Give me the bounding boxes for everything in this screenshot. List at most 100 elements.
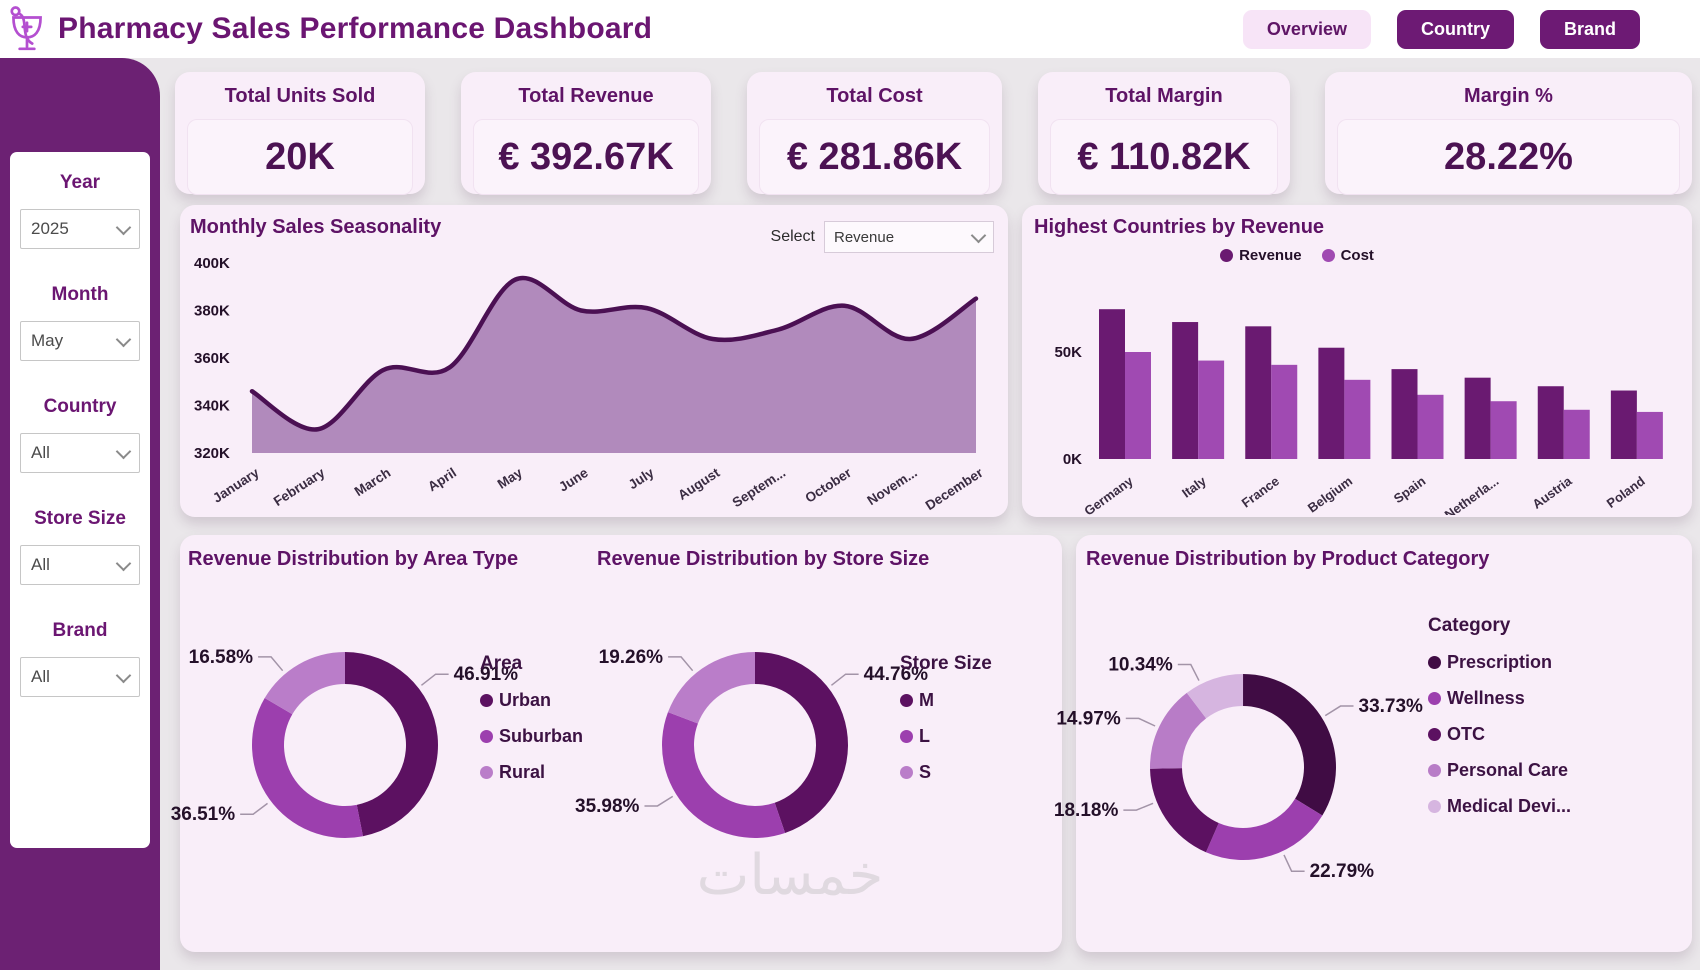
legend-dot bbox=[1428, 764, 1441, 777]
bar-cost-Poland[interactable] bbox=[1636, 411, 1663, 459]
donut-slice-medical-devi-[interactable] bbox=[1186, 674, 1244, 719]
legend-dot bbox=[900, 766, 913, 779]
y-axis-label: 320K bbox=[194, 445, 230, 462]
store-size-donut-chart[interactable]: 44.76% 35.98% 19.26% bbox=[565, 565, 945, 925]
year-value: 2025 bbox=[31, 219, 69, 238]
y-axis-label: 360K bbox=[194, 350, 230, 367]
legend-label: Prescription bbox=[1447, 652, 1553, 672]
donut-slice-urban[interactable] bbox=[345, 652, 438, 837]
x-axis-label: April bbox=[425, 465, 459, 494]
store-size-value: All bbox=[31, 555, 50, 574]
legend-label: Revenue bbox=[1239, 247, 1302, 264]
label-leader-line bbox=[1324, 705, 1354, 717]
brand-value: All bbox=[31, 667, 50, 686]
bar-cost-Belgium[interactable] bbox=[1344, 379, 1371, 459]
label-leader-line bbox=[240, 802, 268, 815]
bar-cost-Austria[interactable] bbox=[1563, 409, 1590, 459]
legend-label: S bbox=[919, 762, 932, 782]
legend-dot bbox=[1428, 800, 1441, 813]
store-size-select[interactable]: All bbox=[20, 545, 140, 585]
donut-percent-label: 18.18% bbox=[1054, 800, 1119, 821]
chevron-down-icon bbox=[115, 331, 132, 347]
brand-select[interactable]: All bbox=[20, 657, 140, 697]
donut-slice-prescription[interactable] bbox=[1243, 674, 1336, 816]
donut-slice-wellness[interactable] bbox=[1205, 798, 1323, 860]
x-axis-label: December bbox=[923, 465, 987, 511]
x-axis-label: June bbox=[556, 465, 591, 495]
donut-slice-m[interactable] bbox=[755, 652, 848, 834]
donut-slice-otc[interactable] bbox=[1150, 768, 1219, 853]
bar-cost-Italy[interactable] bbox=[1198, 360, 1225, 459]
kpi-value: € 392.67K bbox=[498, 135, 674, 178]
kpi-label: Margin % bbox=[1464, 85, 1553, 107]
x-axis-label: France bbox=[1239, 473, 1282, 510]
donut-slice-personal-care[interactable] bbox=[1150, 692, 1207, 769]
filter-label: Country bbox=[43, 396, 117, 417]
area-fill bbox=[252, 278, 976, 453]
bar-cost-Germany[interactable] bbox=[1125, 352, 1151, 459]
filter-brand: Brand All bbox=[20, 620, 140, 697]
area-type-donut-chart[interactable]: 46.91% 36.51% 16.58% bbox=[155, 565, 535, 925]
x-axis-label: Novem... bbox=[864, 465, 919, 508]
bar-revenue-Poland[interactable] bbox=[1610, 390, 1637, 459]
area-line[interactable] bbox=[249, 275, 979, 432]
x-axis-label: May bbox=[495, 465, 526, 492]
tab-country[interactable]: Country bbox=[1396, 9, 1514, 49]
chart-title: Revenue Distribution by Product Category bbox=[1086, 548, 1490, 570]
measure-select-wrap: Select Revenue bbox=[771, 221, 994, 253]
chevron-down-icon bbox=[115, 555, 132, 571]
chevron-down-icon bbox=[970, 227, 987, 243]
bar-revenue-Italy[interactable] bbox=[1172, 322, 1199, 459]
bar-cost-Netherla...[interactable] bbox=[1490, 401, 1517, 459]
x-axis-label: July bbox=[626, 465, 657, 493]
bar-revenue-Belgium[interactable] bbox=[1318, 347, 1345, 459]
donut-area-type: Revenue Distribution by Area Type 46.91%… bbox=[171, 535, 590, 952]
donut-percent-label: 16.58% bbox=[189, 647, 254, 668]
year-select[interactable]: 2025 bbox=[20, 209, 140, 249]
bar-cost-France[interactable] bbox=[1271, 364, 1298, 459]
bar-revenue-Austria[interactable] bbox=[1537, 386, 1564, 459]
legend-label: L bbox=[919, 726, 930, 746]
pharmacy-icon bbox=[10, 6, 42, 51]
country-value: All bbox=[31, 443, 50, 462]
label-leader-line bbox=[1125, 717, 1156, 727]
x-axis-label: Belgium bbox=[1305, 473, 1355, 515]
donut-percent-label: 19.26% bbox=[599, 647, 664, 668]
filter-country: Country All bbox=[20, 396, 140, 473]
x-axis-label: Germany bbox=[1081, 473, 1136, 515]
tab-brand[interactable]: Brand bbox=[1539, 9, 1640, 49]
brand: Pharmacy Sales Performance Dashboard bbox=[0, 5, 652, 53]
month-select[interactable]: May bbox=[20, 321, 140, 361]
measure-select[interactable]: Revenue bbox=[824, 221, 994, 253]
country-select[interactable]: All bbox=[20, 433, 140, 473]
sidebar: Year 2025 Month May Country All bbox=[0, 58, 160, 970]
filter-label: Month bbox=[51, 284, 109, 305]
chart-title: Revenue Distribution by Area Type bbox=[188, 548, 519, 570]
x-axis-label: Italy bbox=[1179, 473, 1209, 501]
label-leader-line bbox=[1123, 802, 1154, 811]
donut-slice-suburban[interactable] bbox=[252, 698, 363, 838]
bar-revenue-Netherla...[interactable] bbox=[1464, 377, 1491, 459]
countries-bar-chart[interactable]: 50K 0K Germany Italy France Belgium Spain Nethe… bbox=[1030, 269, 1684, 515]
bar-revenue-Germany[interactable] bbox=[1099, 309, 1125, 459]
kpi-value-panel: € 281.86K bbox=[759, 119, 990, 195]
donut-slice-rural[interactable] bbox=[264, 652, 345, 715]
donut-percent-label: 14.97% bbox=[1056, 708, 1121, 729]
legend-item: Medical Devi... bbox=[1428, 796, 1571, 817]
tab-overview[interactable]: Overview bbox=[1242, 9, 1371, 49]
bar-revenue-Spain[interactable] bbox=[1391, 369, 1418, 459]
donut-slice-l[interactable] bbox=[662, 712, 786, 838]
donut-slice-s[interactable] bbox=[667, 652, 755, 724]
seasonality-area-chart[interactable]: 400K 380K 360K 340K 320K January February March… bbox=[186, 253, 1002, 511]
category-donut-chart[interactable]: 33.73% 22.79% 18.18% 14.97% 10.34% bbox=[1053, 587, 1433, 947]
category-legend: Category Prescription Wellness OTC Personal … bbox=[1428, 615, 1571, 817]
legend-title: Category bbox=[1428, 615, 1511, 636]
kpi-value: 20K bbox=[265, 135, 335, 178]
bar-cost-Spain[interactable] bbox=[1417, 394, 1444, 459]
legend-label: Urban bbox=[499, 690, 552, 710]
x-axis-label: Poland bbox=[1604, 473, 1648, 511]
label-leader-line bbox=[830, 673, 859, 686]
y-axis-label: 400K bbox=[194, 255, 230, 272]
legend-item: Suburban bbox=[480, 726, 583, 747]
bar-revenue-France[interactable] bbox=[1245, 326, 1272, 459]
